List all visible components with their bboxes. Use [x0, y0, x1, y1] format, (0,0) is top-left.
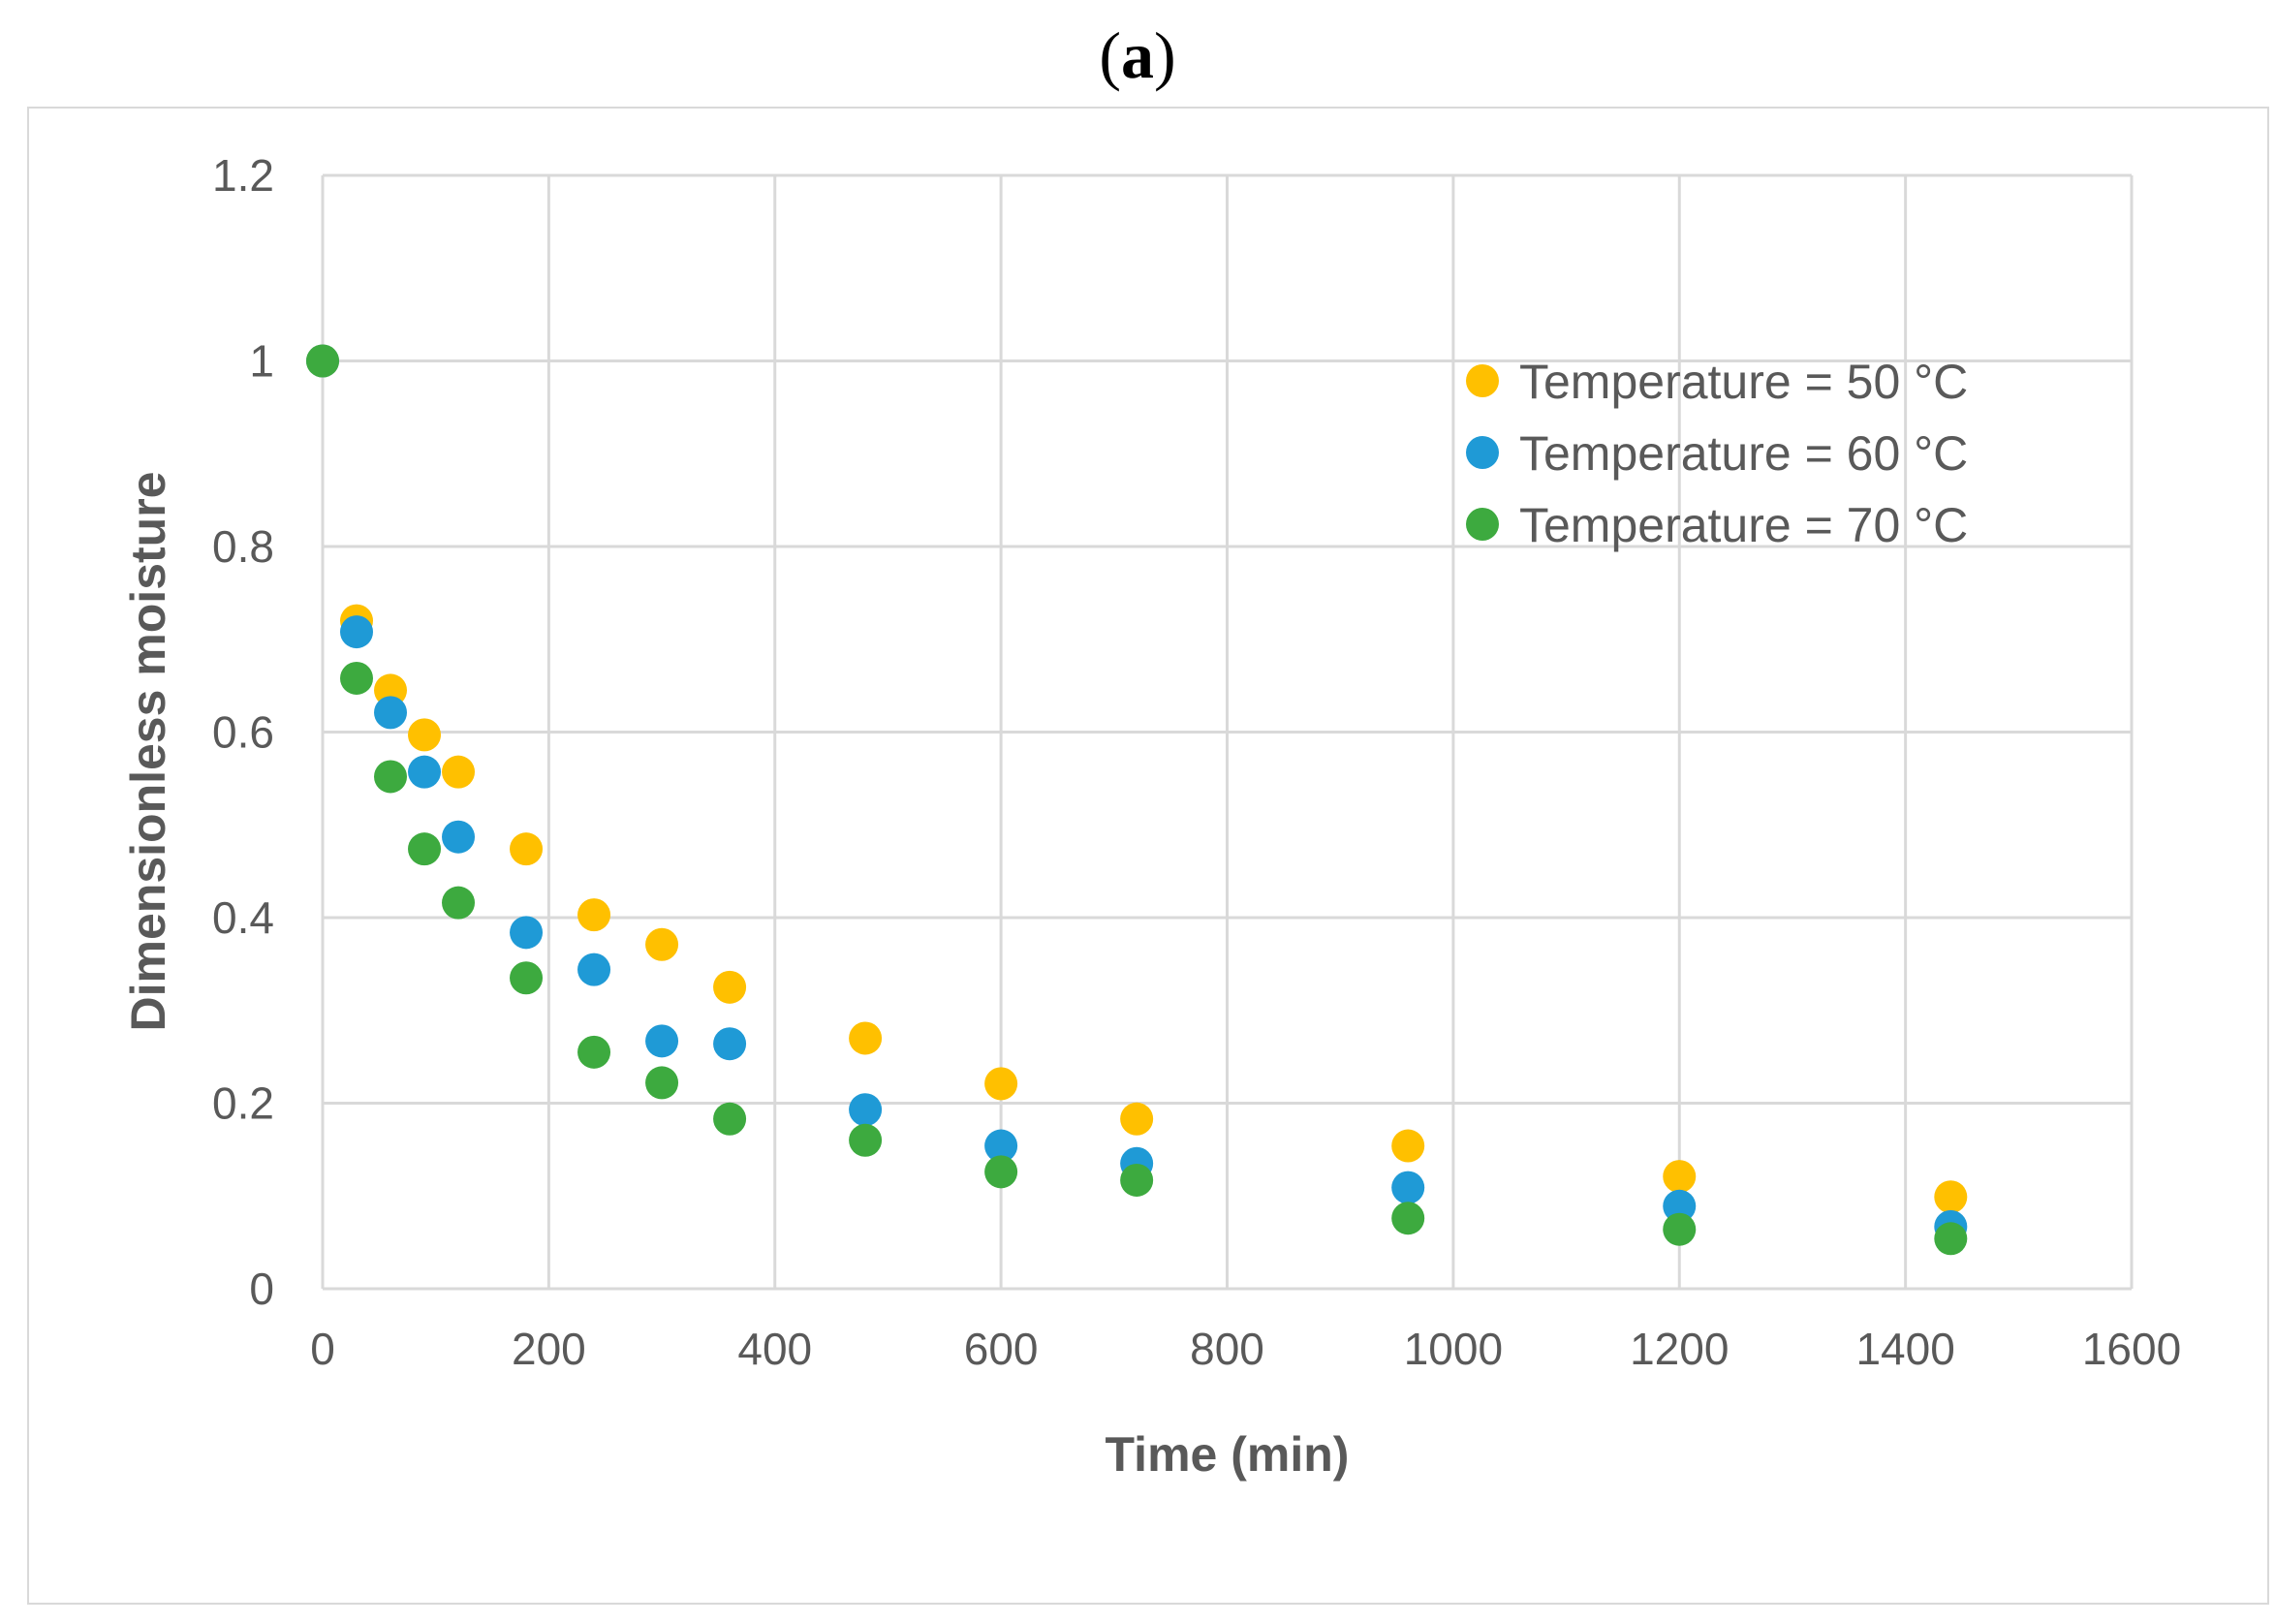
data-point — [1391, 1202, 1425, 1235]
data-point — [1391, 1129, 1425, 1163]
y-tick-label: 0.6 — [212, 707, 274, 758]
data-point — [849, 1021, 883, 1055]
x-tick-label: 200 — [512, 1324, 586, 1374]
x-tick-label: 1400 — [1855, 1324, 1954, 1374]
data-point — [408, 718, 442, 752]
x-axis-title: Time (min) — [1106, 1427, 1350, 1482]
x-tick-label: 1200 — [1630, 1324, 1729, 1374]
y-tick-label: 0 — [249, 1264, 274, 1314]
data-point — [1120, 1163, 1154, 1197]
data-point — [442, 820, 476, 854]
y-tick-label: 0.4 — [212, 892, 274, 943]
legend-marker — [1466, 436, 1499, 469]
data-point — [577, 953, 611, 986]
data-point — [713, 1102, 747, 1136]
x-tick-label: 800 — [1190, 1324, 1264, 1374]
data-point — [374, 696, 408, 730]
data-point — [984, 1155, 1018, 1189]
data-point — [645, 1024, 679, 1058]
x-tick-label: 0 — [310, 1324, 335, 1374]
data-point — [984, 1129, 1018, 1163]
legend-marker — [1466, 364, 1499, 397]
data-series — [306, 344, 1968, 1256]
data-point — [510, 916, 544, 950]
data-point — [713, 970, 747, 1004]
y-tick-label: 0.8 — [212, 521, 274, 572]
data-point — [510, 961, 544, 995]
data-point — [577, 898, 611, 932]
y-tick-label: 1.2 — [212, 150, 274, 201]
legend-label: Temperature = 70 °C — [1519, 498, 1968, 552]
legend-label: Temperature = 60 °C — [1519, 426, 1968, 481]
data-point — [408, 832, 442, 866]
x-tick-label: 1000 — [1404, 1324, 1503, 1374]
data-point — [1391, 1171, 1425, 1204]
data-point — [340, 615, 374, 649]
x-tick-label: 400 — [737, 1324, 812, 1374]
data-point — [577, 1035, 611, 1069]
data-point — [1120, 1102, 1154, 1136]
y-axis-title: Dimensionless moisture — [121, 472, 175, 1032]
data-point — [849, 1123, 883, 1157]
gridlines — [321, 173, 2134, 1291]
data-point — [442, 755, 476, 789]
data-point — [306, 344, 339, 378]
data-point — [1663, 1212, 1697, 1246]
data-point — [984, 1067, 1018, 1101]
x-tick-label: 1600 — [2082, 1324, 2181, 1374]
data-point — [1663, 1189, 1697, 1223]
y-tick-label: 0.2 — [212, 1078, 274, 1129]
panel-label: (a) — [0, 17, 2275, 94]
data-point — [1663, 1160, 1697, 1194]
tick-labels: 0 0.2 0.4 0.6 0.8 1 1.2 0 200 400 600 800 1000 1200 14… — [212, 150, 2181, 1374]
series-2 — [306, 344, 1968, 1243]
panel-label-close: ) — [1154, 18, 1176, 92]
data-point — [340, 661, 374, 695]
data-point — [1934, 1180, 1968, 1214]
data-point — [713, 1027, 747, 1061]
legend-marker — [1466, 508, 1499, 541]
panel-label-open: ( — [1099, 18, 1121, 92]
data-point — [374, 760, 408, 794]
x-tick-label: 600 — [964, 1324, 1039, 1374]
data-point — [849, 1093, 883, 1127]
data-point — [645, 1066, 679, 1100]
data-point — [408, 755, 442, 789]
panel-label-letter: a — [1121, 18, 1154, 92]
chart-frame — [27, 107, 2269, 1605]
series-1 — [306, 344, 1968, 1214]
data-point — [1934, 1222, 1968, 1256]
data-point — [510, 832, 544, 866]
y-tick-label: 1 — [249, 336, 274, 387]
data-point — [645, 927, 679, 961]
series-3 — [306, 344, 1968, 1256]
legend-label: Temperature = 50 °C — [1519, 355, 1968, 409]
data-point — [442, 886, 476, 920]
legend: Temperature = 50 °C Temperature = 60 °C Te… — [1466, 355, 1968, 552]
